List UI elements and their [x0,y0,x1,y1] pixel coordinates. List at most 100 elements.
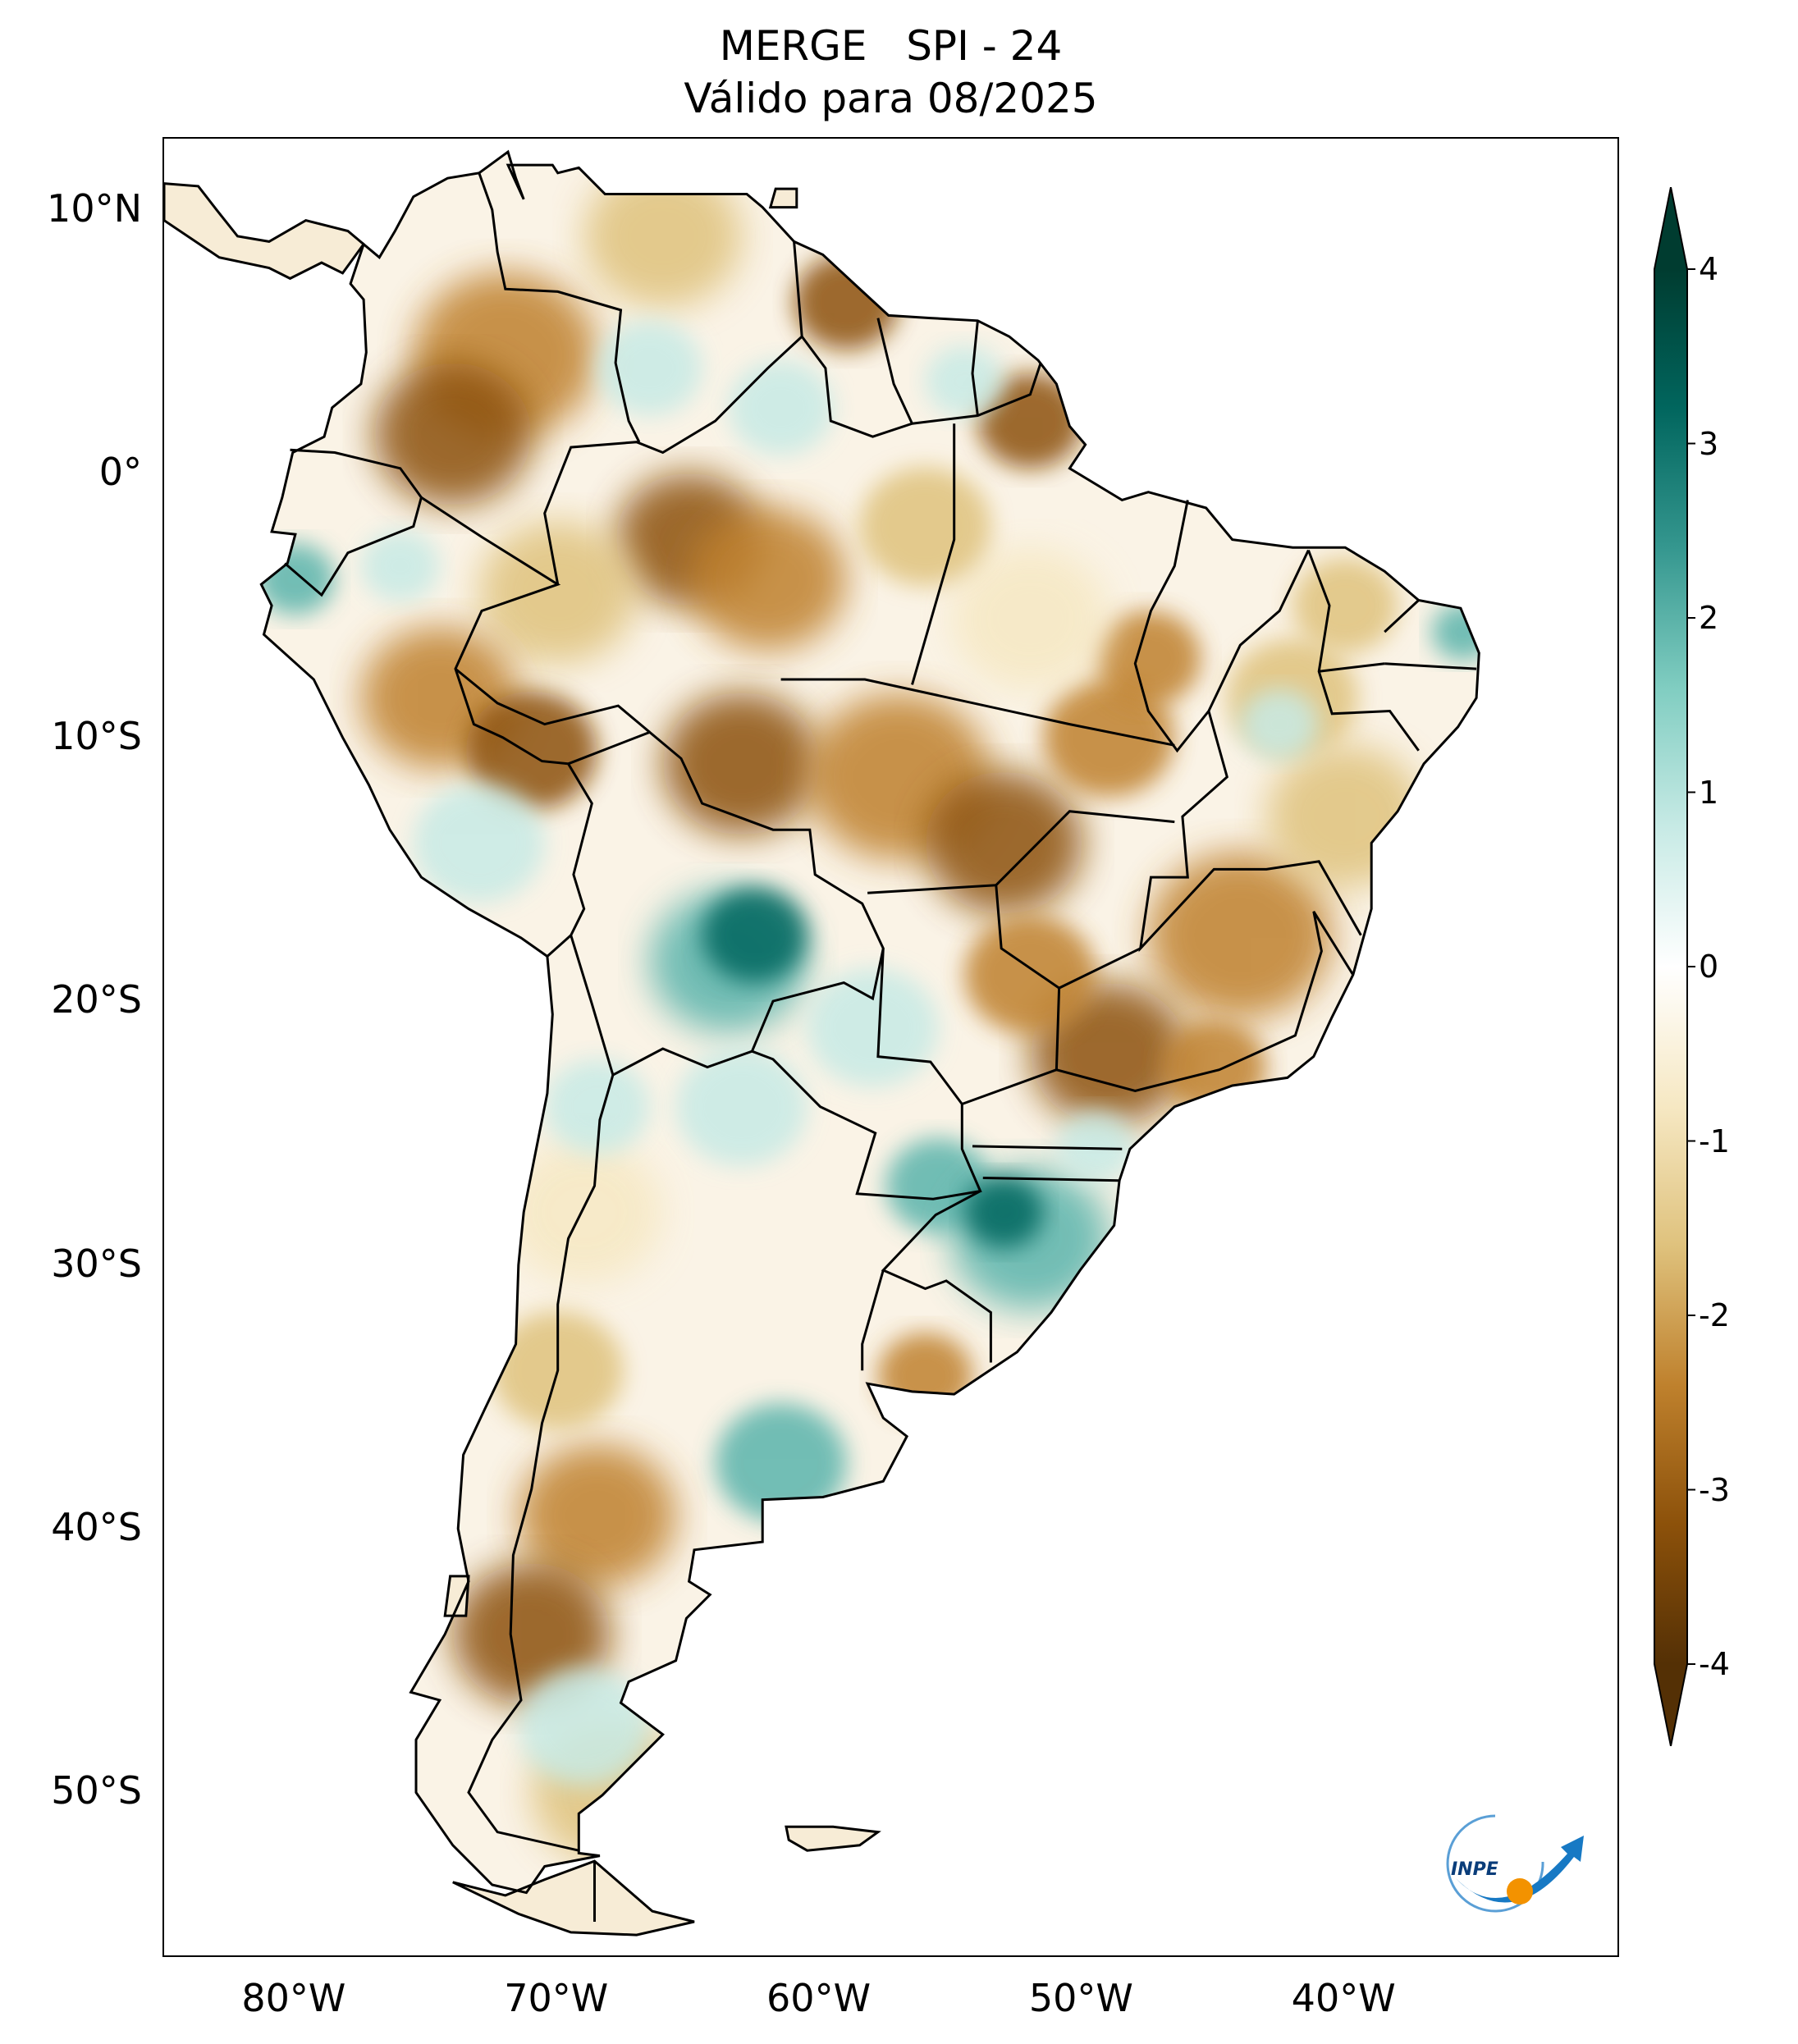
spi-anomaly-wet [1240,688,1320,760]
spi-anomaly-wet [925,345,1004,418]
spi-anomaly-dry [877,1333,973,1419]
lat-tick-label: 0° [98,450,142,495]
spi-anomaly-dry [583,165,742,308]
colorbar-tick-label: 2 [1699,600,1719,636]
lat-tick-label: 30°S [51,1241,142,1286]
falkland-islands-outline [785,1825,881,1852]
border-line [972,1145,1123,1150]
lon-tick-label: 60°W [766,1976,872,2020]
lat-tick-label: 20°S [51,977,142,1022]
spi-anomaly-dry [1148,852,1333,1019]
lon-tick-label: 70°W [504,1976,609,2020]
border-line [420,496,593,958]
colorbar-tick-label: -1 [1699,1123,1730,1159]
spi-anomaly-wet [675,1047,807,1166]
border-line [881,1190,992,1363]
border-line [995,810,1175,990]
spi-field [261,152,1480,1893]
border-line [800,336,1042,438]
spi-anomaly-dry [1096,610,1201,706]
logo-text: INPE [1451,1859,1498,1880]
spi-anomaly-wet [715,1403,847,1522]
border-line [1306,549,1420,752]
spi-anomaly-dry [505,1141,663,1284]
spi-anomaly-dry [373,363,532,505]
border-line [867,884,996,894]
border-line [1055,911,1355,1092]
chiloe-island-outline [443,1575,470,1617]
spi-anomaly-wet [964,1176,1044,1248]
inpe-logo: INPE [1446,1814,1584,1913]
spi-anomaly-dry [1161,1019,1267,1115]
spi-map: INPE [164,149,1584,1937]
spi-anomaly-wet [597,320,702,416]
border-line [284,448,423,597]
border-line [961,1068,1057,1105]
colorbar-tick-label: 1 [1699,774,1719,811]
spi-anomaly-dry [925,771,1083,915]
colorbar [1654,187,1695,1746]
coastline [259,149,1480,1895]
spi-anomaly-dry [951,547,1109,690]
spi-anomaly-wet [1056,1110,1136,1182]
spi-anomaly-dry [689,508,847,651]
spi-anomaly-dry [478,521,637,664]
border-line [1133,500,1310,753]
lat-tick-label: 10°N [47,185,142,231]
logo-sun [1507,1878,1533,1905]
border-line [861,1269,885,1371]
border-line [1384,662,1477,670]
spi-anomaly-dry [977,373,1083,469]
border-line [971,320,979,416]
lat-tick-label: 50°S [51,1768,142,1813]
tierra-del-fuego-outline [452,1859,695,1937]
spi-anomaly-dry [465,691,597,811]
map-title: MERGE SPI - 24 [719,22,1063,70]
border-line [543,241,803,585]
trinidad-outline [768,187,798,209]
spi-anomaly-dry [518,1444,676,1587]
border-line [478,172,641,443]
colorbar-tick-label: 0 [1699,949,1719,985]
spi-anomaly-dry [964,915,1096,1035]
colorbar-tick-label: -4 [1699,1646,1730,1682]
colorbar-tick-label: -2 [1699,1297,1730,1333]
border-line [1138,711,1362,953]
map-subtitle: Válido para 08/2025 [684,75,1098,122]
lon-tick-label: 50°W [1028,1976,1133,2020]
colorbar-extend-max [1654,187,1687,269]
spi-anomaly-wet [728,360,834,455]
border-line [1319,662,1385,673]
border-line [467,1074,615,1852]
colorbar-tick-label: -3 [1699,1471,1730,1508]
lon-tick-label: 80°W [241,1976,346,2020]
spi-anomaly-dry [662,693,821,835]
spi-anomaly-wet [518,1667,650,1786]
lon-tick-label: 40°W [1291,1976,1396,2020]
border-line [982,1177,1120,1182]
spi-anomaly-dry [859,467,991,586]
map-panel: INPE [162,137,1619,1957]
border-line [780,678,1175,747]
border-line [911,423,956,685]
spi-anomaly-wet [702,887,807,983]
spi-anomaly-dry [1292,558,1398,653]
border-line [751,948,982,1200]
colorbar-tick-label: 4 [1699,251,1719,287]
colorbar-body [1654,269,1687,1664]
lat-tick-label: 40°S [51,1505,142,1550]
spi-anomaly-wet [413,784,545,903]
spi-anomaly-wet [360,530,440,602]
border-line [567,730,885,1077]
spi-anomaly-wet [544,1059,650,1155]
spi-anomaly-wet [807,968,939,1087]
border-line [876,318,913,424]
central-america-outline [164,182,366,281]
political-borders [284,172,1477,1922]
colorbar-extend-min [1654,1664,1687,1746]
colorbar-tick-label: 3 [1699,425,1719,462]
border-line [455,667,651,734]
spi-anomaly-dry [1043,678,1175,797]
border-line [1384,599,1420,633]
lat-tick-label: 10°S [51,713,142,758]
